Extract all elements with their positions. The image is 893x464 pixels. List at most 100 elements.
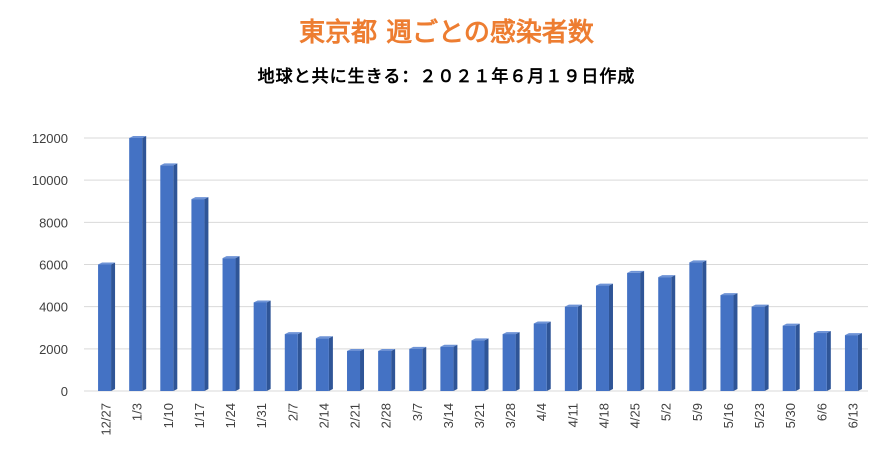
bar-top [471, 338, 489, 341]
bar [409, 346, 427, 391]
x-tick-label: 2/28 [379, 403, 394, 428]
x-tick-label: 3/14 [441, 403, 456, 428]
x-axis-labels: 12/27 1/3 1/10 1/17 1/24 1/31 2/7 2/14 2/21 2/28 3… [99, 403, 861, 436]
bar-side [111, 262, 116, 391]
bar-front [222, 258, 236, 391]
bar-side [515, 332, 520, 391]
y-axis-labels: 0 2000 4000 6000 8000 10000 12000 [32, 131, 68, 399]
bar-side [360, 348, 365, 391]
bar-front [751, 306, 765, 391]
bar [315, 336, 333, 391]
x-tick-label: 4/11 [565, 403, 580, 427]
x-tick-label: 6/13 [845, 403, 860, 428]
bar-side [608, 283, 613, 391]
bar-side [764, 304, 769, 391]
bar-side [826, 331, 831, 391]
bar [782, 323, 800, 391]
chart-title: 東京都 週ごとの感染者数 [299, 18, 594, 48]
bar-side [702, 260, 707, 391]
bar-top [751, 304, 769, 307]
x-tick-label: 1/17 [192, 403, 207, 428]
bar-front [813, 333, 827, 391]
bar-front [471, 340, 485, 391]
bar-top [222, 256, 240, 259]
bar-side [671, 275, 676, 391]
bar-top [284, 332, 302, 335]
bar-side [453, 344, 458, 391]
bar-top [98, 262, 116, 265]
bar-top [813, 331, 831, 334]
x-tick-label: 4/25 [628, 403, 643, 428]
bar [627, 270, 645, 391]
bar [689, 260, 707, 391]
bar-top [191, 197, 209, 200]
bar [191, 197, 209, 391]
x-tick-label: 5/2 [659, 403, 674, 421]
bar-front [160, 165, 174, 391]
bar [471, 338, 489, 391]
x-tick-label: 12/27 [99, 403, 114, 436]
bar [844, 333, 862, 391]
bar-side [795, 323, 800, 391]
y-tick-label: 12000 [32, 131, 68, 146]
bar-front [720, 295, 734, 391]
bar-side [297, 332, 302, 391]
bar-front [782, 325, 796, 391]
bar-side [328, 336, 333, 391]
x-tick-label: 4/4 [534, 403, 549, 421]
bar-front [658, 277, 672, 391]
bar-side [235, 256, 240, 391]
bar-top [782, 323, 800, 326]
bar-top [409, 346, 427, 349]
bar-front [284, 334, 298, 391]
bar-top [564, 304, 582, 307]
bar-front [98, 264, 112, 391]
x-tick-label: 5/23 [752, 403, 767, 428]
bar-front [627, 272, 641, 391]
bar-top [720, 293, 738, 296]
x-tick-label: 3/28 [503, 403, 518, 428]
bar [813, 331, 831, 391]
x-tick-label: 1/24 [223, 403, 238, 428]
x-tick-label: 4/18 [596, 403, 611, 428]
x-tick-label: 5/9 [690, 403, 705, 421]
bar [533, 321, 551, 391]
bar-side [266, 300, 271, 391]
bar-side [391, 348, 396, 391]
bar-front [502, 334, 516, 391]
bar-side [857, 333, 862, 391]
bar-top [160, 163, 178, 166]
bar [347, 348, 365, 391]
y-tick-label: 2000 [39, 342, 68, 357]
bar-top [347, 348, 365, 351]
bar-front [315, 338, 329, 391]
x-tick-label: 3/7 [410, 403, 425, 421]
bar-front [191, 199, 205, 391]
bar-front [595, 285, 609, 391]
bar-side [546, 321, 551, 391]
bar-top [129, 136, 147, 138]
bar-side [142, 136, 147, 391]
bar [253, 300, 271, 391]
bar-side [484, 338, 489, 391]
bar [502, 332, 520, 391]
bar [160, 163, 178, 391]
bars [98, 136, 862, 391]
x-tick-label: 1/3 [130, 403, 145, 421]
bar-top [315, 336, 333, 339]
x-tick-label: 2/14 [316, 403, 331, 428]
bar-front [844, 335, 858, 391]
bar-front [689, 262, 703, 391]
bar-top [253, 300, 271, 303]
bar-top [533, 321, 551, 324]
bar-top [689, 260, 707, 263]
bar [378, 348, 396, 391]
y-tick-label: 0 [61, 384, 68, 399]
x-tick-label: 2/21 [348, 403, 363, 428]
bar-front [253, 302, 267, 391]
bar-front [440, 346, 454, 391]
x-tick-label: 5/30 [783, 403, 798, 428]
bar [222, 256, 240, 391]
bar [751, 304, 769, 391]
